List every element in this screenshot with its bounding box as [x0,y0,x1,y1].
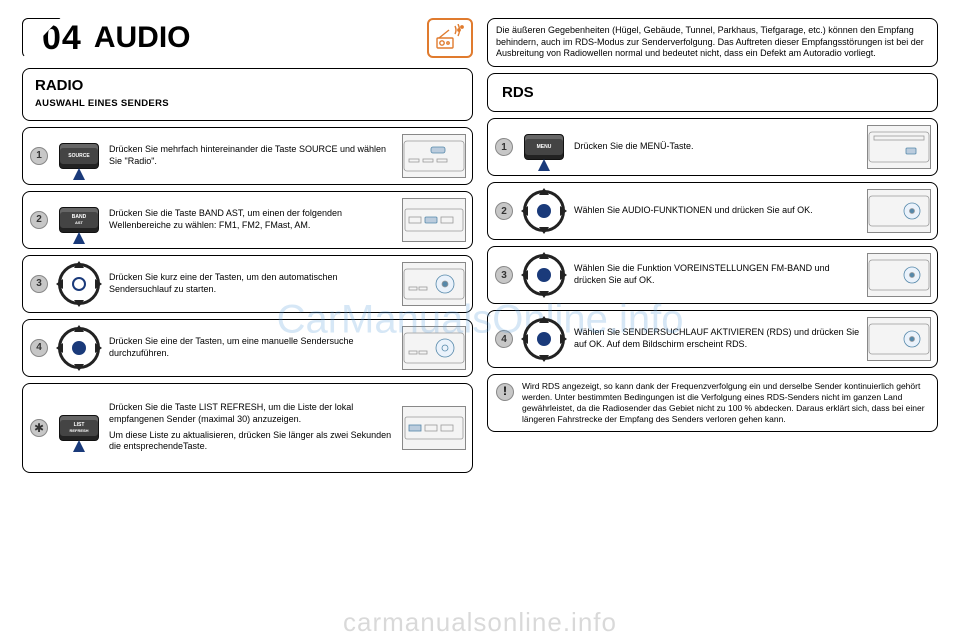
step-text: Drücken Sie die MENÜ-Taste. [574,141,861,153]
left-step-3: 3 Drücken Sie kurz eine der Tasten, um d… [22,255,473,313]
radio-thumbnail [402,134,466,178]
step-text: Drücken Sie die Taste LIST REFRESH, um d… [109,402,396,425]
step-text: Drücken Sie die Taste BAND AST, um einen… [109,208,396,231]
right-step-3: 3 Wählen Sie die Funktion VOREINSTELLUNG… [487,246,938,304]
chapter-header: 04 AUDIO [22,18,473,62]
radio-thumbnail [867,189,931,233]
chapter-title: AUDIO [94,21,191,55]
button-label: SOURCE [68,153,89,159]
step-number: 3 [30,275,48,293]
step-number: 3 [495,266,513,284]
band-button-illustration: BANDAST [55,207,103,233]
left-column: 04 AUDIO RADIO AUSWAHL EINES SENDERS 1 S… [22,18,473,632]
dpad-illustration [55,263,103,305]
left-step-star: ✱ LISTREFRESH Drücken Sie die Taste LIST… [22,383,473,473]
corner-decoration [22,18,86,58]
left-step-4: 4 Drücken Sie eine der Tasten, um eine m… [22,319,473,377]
rds-title: RDS [502,84,923,101]
step-star-icon: ✱ [30,419,48,437]
dpad-illustration [520,190,568,232]
step-number: 4 [30,339,48,357]
radio-title: RADIO [35,77,460,96]
step-text: Wählen Sie AUDIO-FUNKTIONEN und drücken … [574,205,861,217]
step-number: 1 [495,138,513,156]
list-button-illustration: LISTREFRESH [55,415,103,441]
step-text: Drücken Sie kurz eine der Tasten, um den… [109,272,396,295]
button-label: MENU [537,144,552,150]
right-column: Die äußeren Gegebenheiten (Hügel, Gebäud… [487,18,938,632]
manual-page: CarManualsOnline.info carmanualsonline.i… [0,0,960,640]
radio-music-icon [427,18,473,58]
radio-thumbnail [867,253,931,297]
right-step-2: 2 Wählen Sie AUDIO-FUNKTIONEN und drücke… [487,182,938,240]
step-number: 4 [495,330,513,348]
rds-title-card: RDS [487,73,938,112]
step-text: Drücken Sie mehrfach hintereinander die … [109,144,396,167]
left-title-card: RADIO AUSWAHL EINES SENDERS [22,68,473,121]
exclamation-icon: ! [496,383,514,401]
right-step-1: 1 MENU Drücken Sie die MENÜ-Taste. [487,118,938,176]
step-number: 2 [30,211,48,229]
note-text: Wird RDS angezeigt, so kann dank der Fre… [522,381,929,425]
step-text: Wählen Sie SENDERSUCHLAUF AKTIVIEREN (RD… [574,327,861,350]
info-card: Die äußeren Gegebenheiten (Hügel, Gebäud… [487,18,938,67]
radio-thumbnail [402,326,466,370]
radio-thumbnail [402,262,466,306]
step-text-2: Um diese Liste zu aktualisieren, drücken… [109,430,396,453]
button-sublabel: REFRESH [69,428,88,433]
step-text: Drücken Sie eine der Tasten, um eine man… [109,336,396,359]
radio-thumbnail [402,406,466,450]
step-number: 2 [495,202,513,220]
button-sublabel: AST [75,220,83,225]
menu-button-illustration: MENU [520,134,568,160]
step-number: 1 [30,147,48,165]
left-step-1: 1 SOURCE Drücken Sie mehrfach hintereina… [22,127,473,185]
radio-thumbnail [402,198,466,242]
left-step-2: 2 BANDAST Drücken Sie die Taste BAND AST… [22,191,473,249]
radio-thumbnail [867,125,931,169]
dpad-illustration [55,327,103,369]
step-text: Wählen Sie die Funktion VOREINSTELLUNGEN… [574,263,861,286]
right-step-4: 4 Wählen Sie SENDERSUCHLAUF AKTIVIEREN (… [487,310,938,368]
rds-note-card: ! Wird RDS angezeigt, so kann dank der F… [487,374,938,432]
info-text: Die äußeren Gegebenheiten (Hügel, Gebäud… [496,25,924,58]
source-button-illustration: SOURCE [55,143,103,169]
dpad-illustration [520,254,568,296]
radio-subtitle: AUSWAHL EINES SENDERS [35,98,460,110]
radio-thumbnail [867,317,931,361]
dpad-illustration [520,318,568,360]
